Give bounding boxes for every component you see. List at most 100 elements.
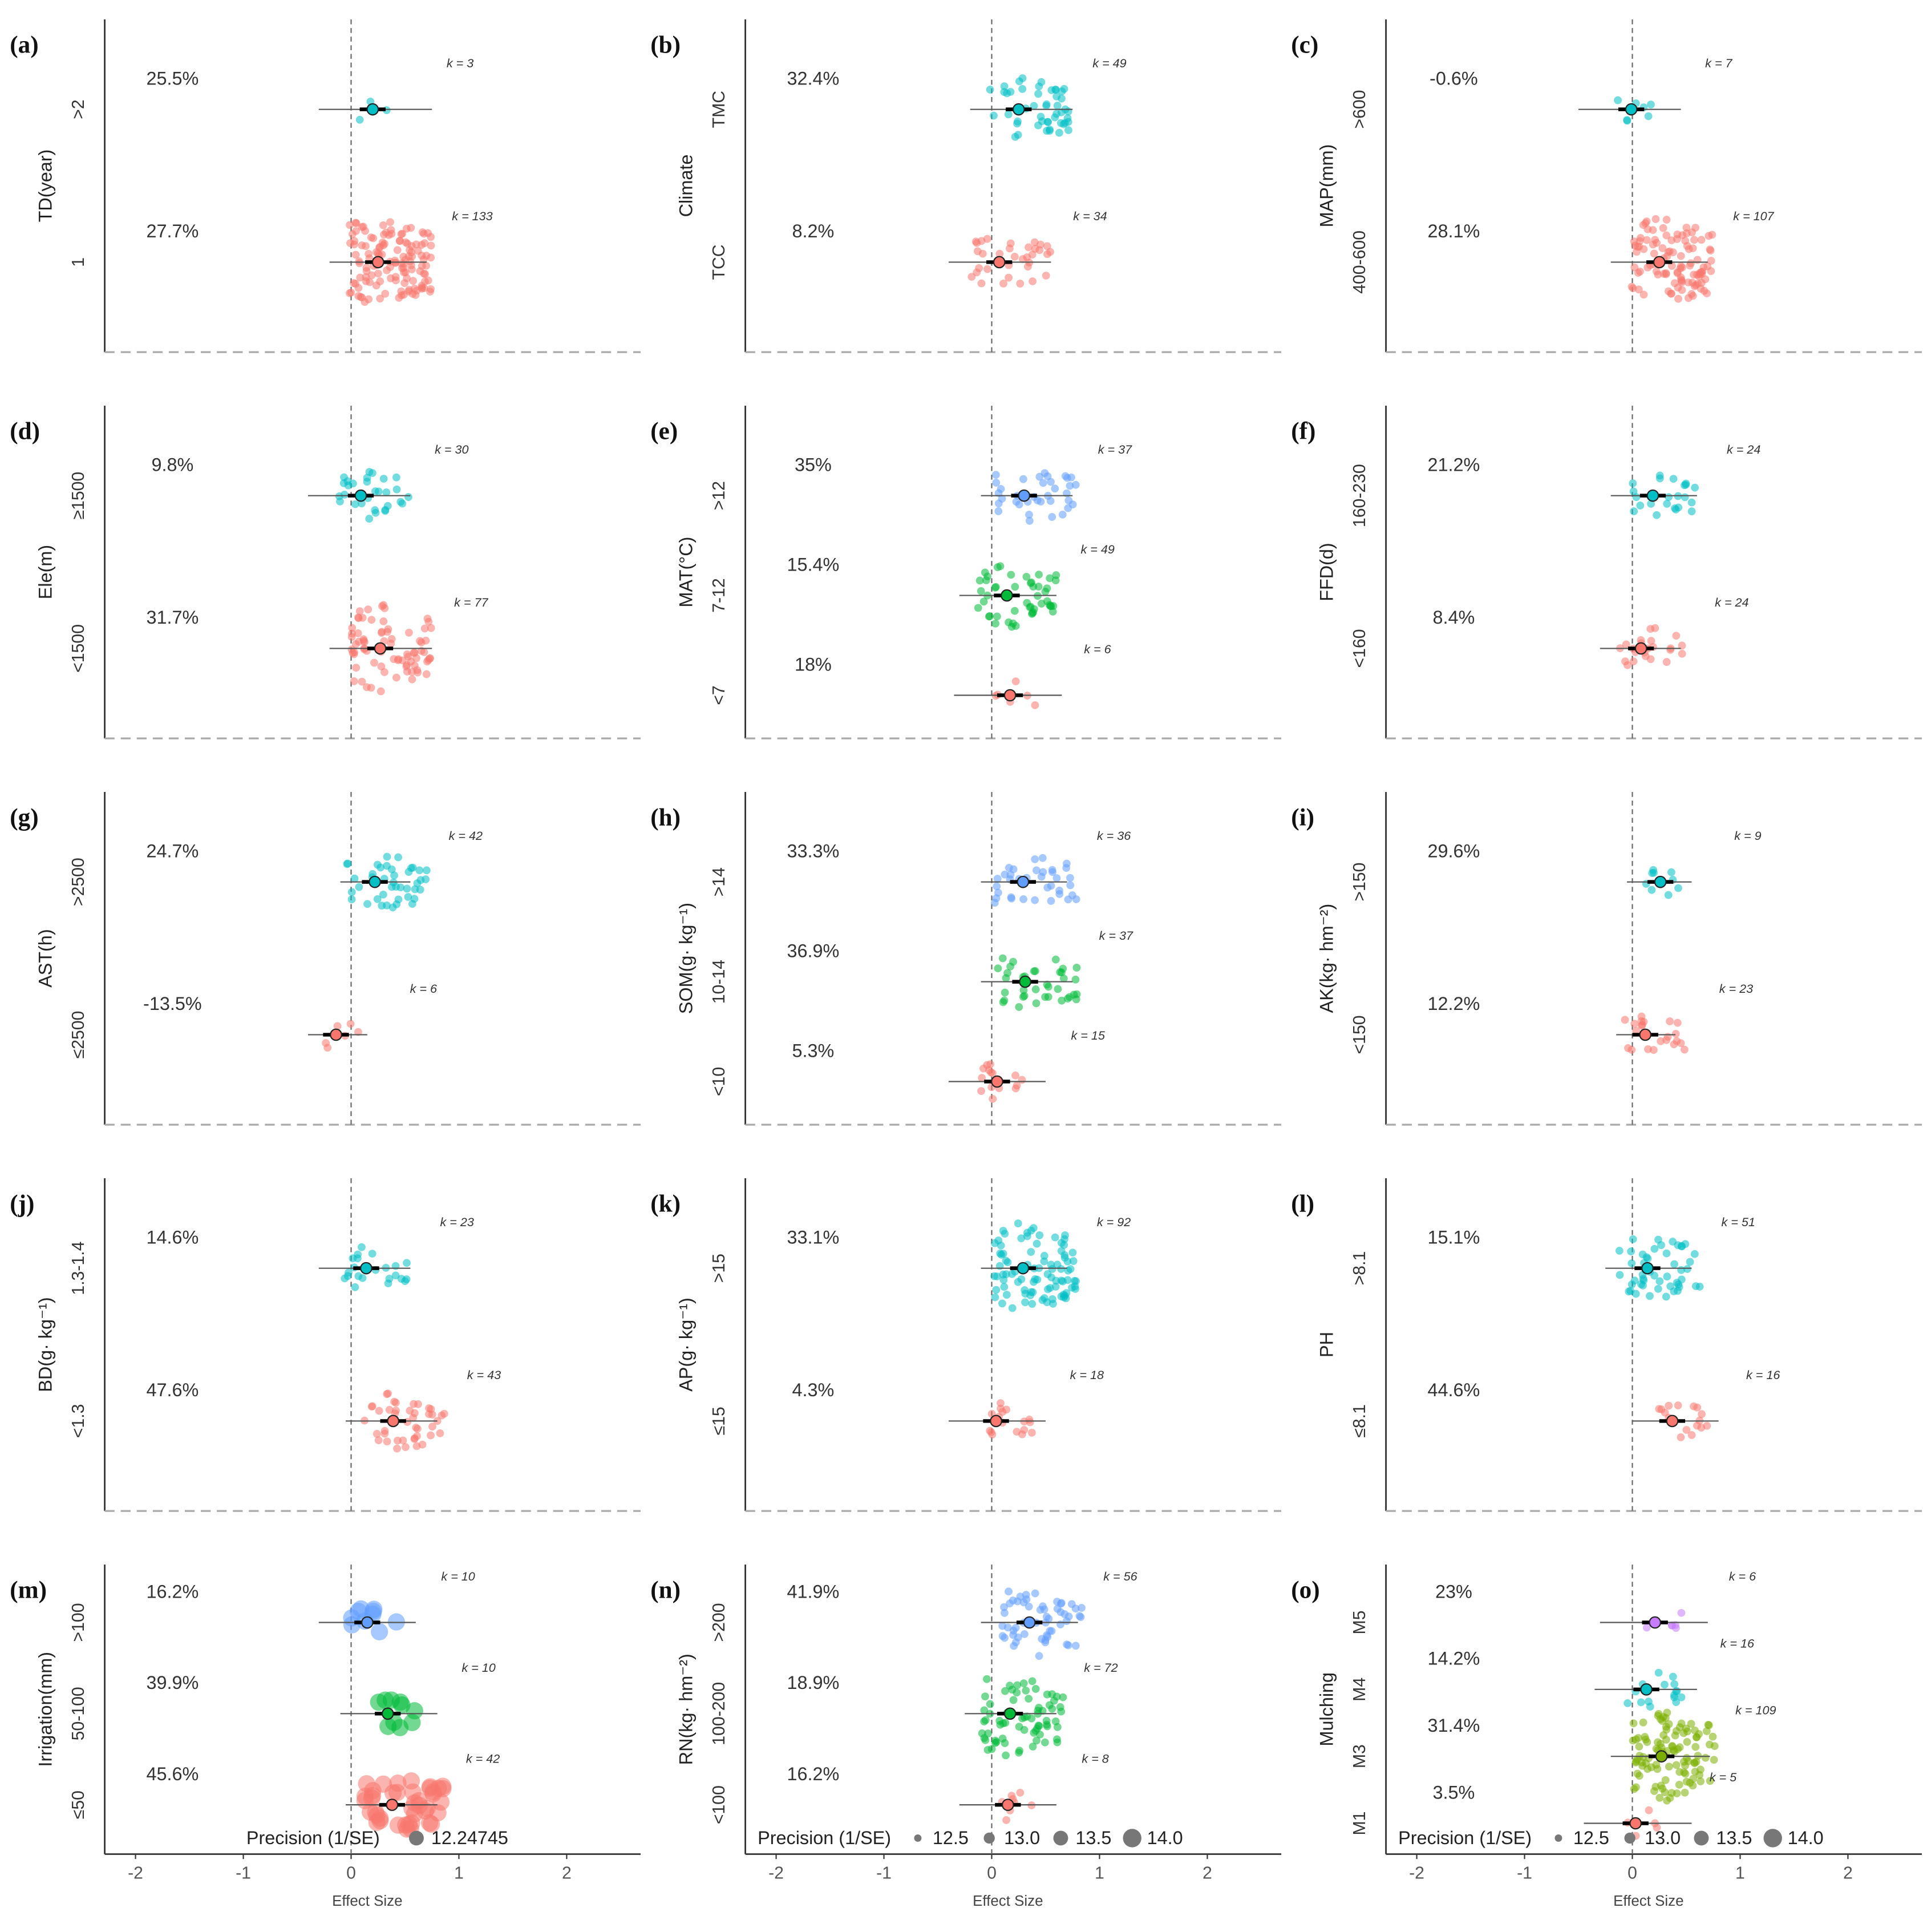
data-point (1674, 884, 1682, 892)
k-label: k = 36 (1097, 828, 1131, 843)
data-point (1043, 1270, 1052, 1278)
k-label: k = 24 (1727, 442, 1760, 456)
data-point (1671, 1029, 1680, 1038)
percent-label: 8.2% (792, 221, 834, 241)
x-tick-label: 0 (346, 1864, 356, 1883)
data-point (1055, 128, 1063, 137)
data-point (387, 865, 396, 874)
data-point (403, 1713, 421, 1732)
data-point (1655, 1793, 1664, 1802)
panel-label: (c) (1291, 31, 1318, 58)
data-point (1005, 618, 1013, 627)
data-point (975, 576, 984, 585)
data-point (1052, 874, 1061, 882)
data-point (977, 279, 986, 288)
data-point (1076, 1613, 1085, 1622)
data-point (1663, 1272, 1671, 1281)
data-point (1638, 1761, 1647, 1770)
data-point (393, 1696, 411, 1714)
data-point (1025, 1695, 1033, 1703)
y-tick-label: >8.1 (1350, 1251, 1369, 1286)
legend-size-marker (1123, 1829, 1141, 1848)
data-point (1042, 1720, 1051, 1729)
mean-estimate (1666, 1414, 1679, 1428)
data-point (1638, 1250, 1647, 1259)
data-point (424, 276, 432, 285)
data-point (1007, 571, 1015, 579)
k-label: k = 15 (1071, 1028, 1106, 1042)
data-point (383, 1437, 391, 1446)
data-point (1662, 658, 1671, 666)
data-point (1019, 993, 1027, 1001)
data-point (1697, 236, 1706, 244)
data-point (381, 507, 390, 515)
data-point (998, 1735, 1007, 1743)
y-tick-label: M4 (1350, 1678, 1369, 1701)
data-point (1625, 1287, 1633, 1296)
data-point (1690, 282, 1699, 290)
data-point (1672, 1761, 1681, 1769)
data-point (1628, 1259, 1636, 1268)
data-point (1646, 1703, 1654, 1711)
data-point (1048, 866, 1056, 874)
percent-label: 29.6% (1427, 840, 1480, 861)
data-point (1068, 1248, 1077, 1257)
mean-estimate (993, 256, 1006, 269)
data-point (1662, 231, 1671, 240)
data-point (1635, 1772, 1643, 1780)
data-point (1627, 1247, 1635, 1256)
data-point (1675, 1723, 1684, 1731)
data-point (1691, 1743, 1700, 1751)
percent-label: -13.5% (143, 993, 202, 1014)
data-point (413, 1425, 422, 1433)
data-point (980, 1734, 989, 1743)
percent-label: 3.5% (1432, 1782, 1475, 1802)
y-tick-label: >200 (710, 1603, 728, 1642)
data-point (1033, 1736, 1041, 1745)
data-point (1009, 957, 1017, 966)
data-point (1062, 859, 1071, 868)
y-tick-label: >600 (1350, 90, 1369, 129)
data-point (376, 863, 384, 872)
data-point (1649, 1046, 1658, 1054)
data-point (1011, 132, 1019, 141)
data-point (428, 1422, 436, 1431)
data-point (403, 884, 411, 893)
data-point (1681, 1788, 1689, 1797)
data-point (1687, 1720, 1695, 1728)
data-point (1688, 228, 1696, 237)
mean-estimate (1654, 875, 1667, 888)
data-point (1063, 114, 1072, 123)
data-point (434, 1780, 452, 1797)
percent-label: 31.4% (1427, 1715, 1480, 1736)
data-point (1661, 1680, 1669, 1689)
data-point (994, 964, 1002, 973)
data-point (990, 1272, 998, 1280)
k-label: k = 92 (1097, 1215, 1131, 1229)
data-point (1677, 1608, 1686, 1617)
data-point (1630, 263, 1639, 272)
data-point (1042, 272, 1050, 280)
data-point (999, 998, 1007, 1007)
y-axis-title: PH (1317, 1332, 1337, 1357)
data-point (379, 221, 387, 229)
data-point (1690, 1759, 1699, 1768)
data-point (411, 885, 419, 894)
data-point (374, 1436, 383, 1445)
k-label: k = 6 (1084, 642, 1111, 656)
k-label: k = 7 (1705, 56, 1732, 70)
data-point (1019, 475, 1027, 483)
data-point (1072, 964, 1081, 972)
data-point (393, 1444, 401, 1453)
data-point (1029, 583, 1038, 591)
data-point (379, 617, 388, 625)
panel-n: (n) -2 -1 0 1 2 Effect Size RN(kg· hm⁻²) >200 41.… (641, 1545, 1281, 1931)
data-point (404, 893, 412, 901)
data-point (354, 613, 362, 622)
data-point (1017, 1234, 1026, 1243)
data-point (1016, 1789, 1025, 1797)
data-point (1068, 1283, 1076, 1292)
data-point (1687, 507, 1696, 516)
data-point (367, 271, 376, 280)
data-point (1007, 1792, 1016, 1800)
